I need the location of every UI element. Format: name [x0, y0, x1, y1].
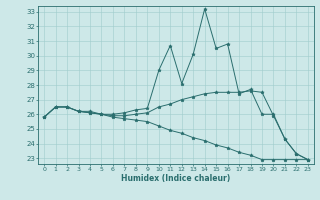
- X-axis label: Humidex (Indice chaleur): Humidex (Indice chaleur): [121, 174, 231, 183]
